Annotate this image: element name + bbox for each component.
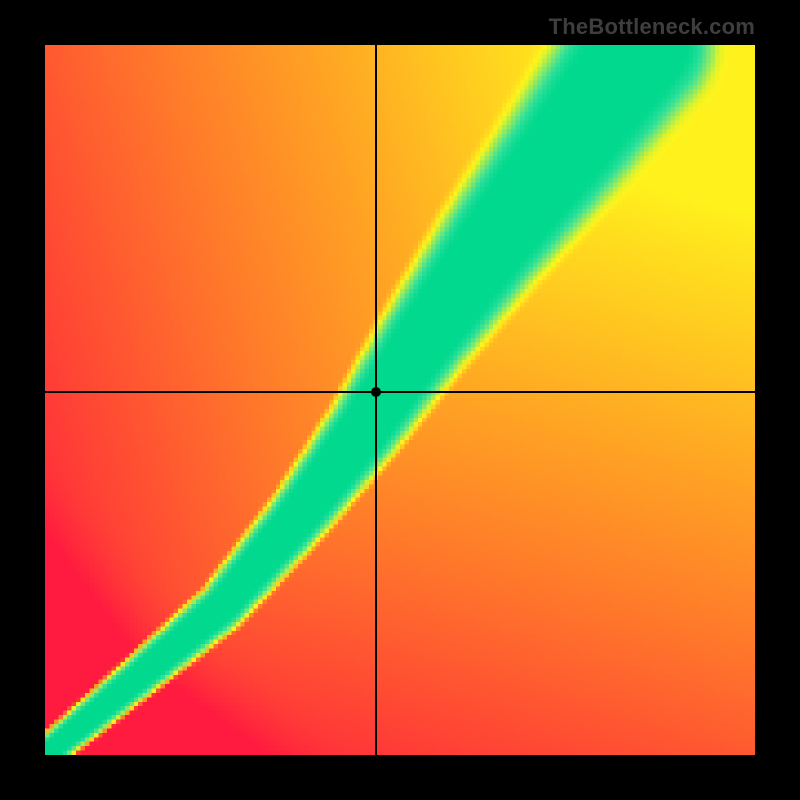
bottleneck-heatmap — [45, 45, 755, 755]
figure: TheBottleneck.com — [0, 0, 800, 800]
marker-stem — [375, 392, 377, 451]
marker-dot — [371, 387, 381, 397]
crosshair-horizontal — [45, 391, 755, 393]
watermark-text: TheBottleneck.com — [549, 14, 755, 40]
